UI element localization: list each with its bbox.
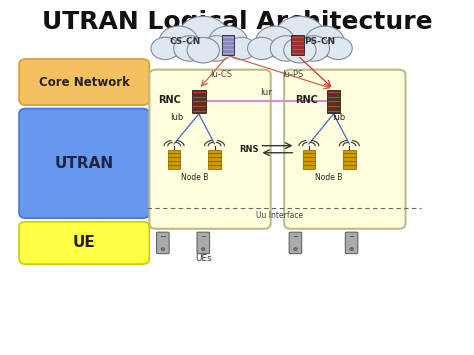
Circle shape	[201, 248, 205, 251]
Text: UTRAN Logical Architecture: UTRAN Logical Architecture	[42, 10, 432, 33]
Text: CS-CN: CS-CN	[170, 37, 201, 46]
Circle shape	[270, 36, 302, 61]
Circle shape	[324, 37, 352, 60]
FancyBboxPatch shape	[302, 165, 315, 169]
FancyBboxPatch shape	[222, 35, 234, 55]
FancyBboxPatch shape	[343, 149, 356, 153]
Text: Node B: Node B	[181, 173, 208, 182]
Circle shape	[178, 16, 228, 56]
Text: Node B: Node B	[315, 173, 343, 182]
Text: Iu-PS: Iu-PS	[283, 70, 304, 80]
FancyBboxPatch shape	[208, 157, 221, 161]
FancyBboxPatch shape	[289, 232, 302, 254]
FancyBboxPatch shape	[302, 153, 315, 157]
Circle shape	[256, 26, 295, 57]
FancyBboxPatch shape	[343, 161, 356, 165]
FancyBboxPatch shape	[343, 165, 356, 169]
Circle shape	[173, 36, 206, 61]
FancyBboxPatch shape	[208, 153, 221, 157]
FancyBboxPatch shape	[208, 161, 221, 165]
Circle shape	[159, 26, 198, 57]
Text: PS-CN: PS-CN	[305, 37, 336, 46]
Text: UE: UE	[73, 235, 96, 250]
FancyBboxPatch shape	[208, 165, 221, 169]
Circle shape	[201, 36, 233, 61]
Text: Core Network: Core Network	[39, 76, 130, 88]
Text: UEs: UEs	[195, 254, 212, 263]
Text: Iu-CS: Iu-CS	[210, 70, 232, 80]
FancyBboxPatch shape	[168, 149, 181, 153]
FancyBboxPatch shape	[19, 222, 149, 264]
Circle shape	[209, 26, 247, 57]
Circle shape	[228, 37, 255, 60]
FancyBboxPatch shape	[343, 153, 356, 157]
Text: Iub: Iub	[170, 113, 183, 122]
Text: Iur: Iur	[260, 88, 272, 97]
FancyBboxPatch shape	[292, 35, 304, 55]
Circle shape	[187, 38, 219, 63]
Circle shape	[284, 38, 316, 63]
Text: Iub: Iub	[332, 113, 345, 122]
FancyBboxPatch shape	[192, 90, 206, 113]
FancyBboxPatch shape	[302, 149, 315, 153]
FancyBboxPatch shape	[149, 70, 271, 229]
FancyBboxPatch shape	[19, 59, 149, 105]
Circle shape	[297, 36, 329, 61]
Circle shape	[305, 26, 344, 57]
FancyBboxPatch shape	[302, 161, 315, 165]
Circle shape	[275, 16, 325, 56]
Text: RNC: RNC	[295, 95, 318, 105]
Text: RNS: RNS	[239, 145, 259, 154]
FancyBboxPatch shape	[302, 157, 315, 161]
FancyBboxPatch shape	[168, 161, 181, 165]
Text: Uu Interface: Uu Interface	[256, 211, 303, 220]
FancyBboxPatch shape	[168, 157, 181, 161]
FancyBboxPatch shape	[168, 165, 181, 169]
FancyBboxPatch shape	[168, 153, 181, 157]
FancyBboxPatch shape	[156, 232, 169, 254]
FancyBboxPatch shape	[327, 90, 340, 113]
Circle shape	[247, 37, 276, 60]
Circle shape	[161, 248, 164, 251]
Text: UTRAN: UTRAN	[55, 156, 114, 171]
FancyBboxPatch shape	[284, 70, 405, 229]
Circle shape	[151, 37, 179, 60]
Circle shape	[350, 248, 354, 251]
FancyBboxPatch shape	[343, 157, 356, 161]
FancyBboxPatch shape	[19, 109, 149, 218]
FancyBboxPatch shape	[197, 232, 210, 254]
Text: RNC: RNC	[158, 95, 181, 105]
FancyBboxPatch shape	[208, 149, 221, 153]
FancyBboxPatch shape	[345, 232, 358, 254]
Circle shape	[293, 248, 297, 251]
